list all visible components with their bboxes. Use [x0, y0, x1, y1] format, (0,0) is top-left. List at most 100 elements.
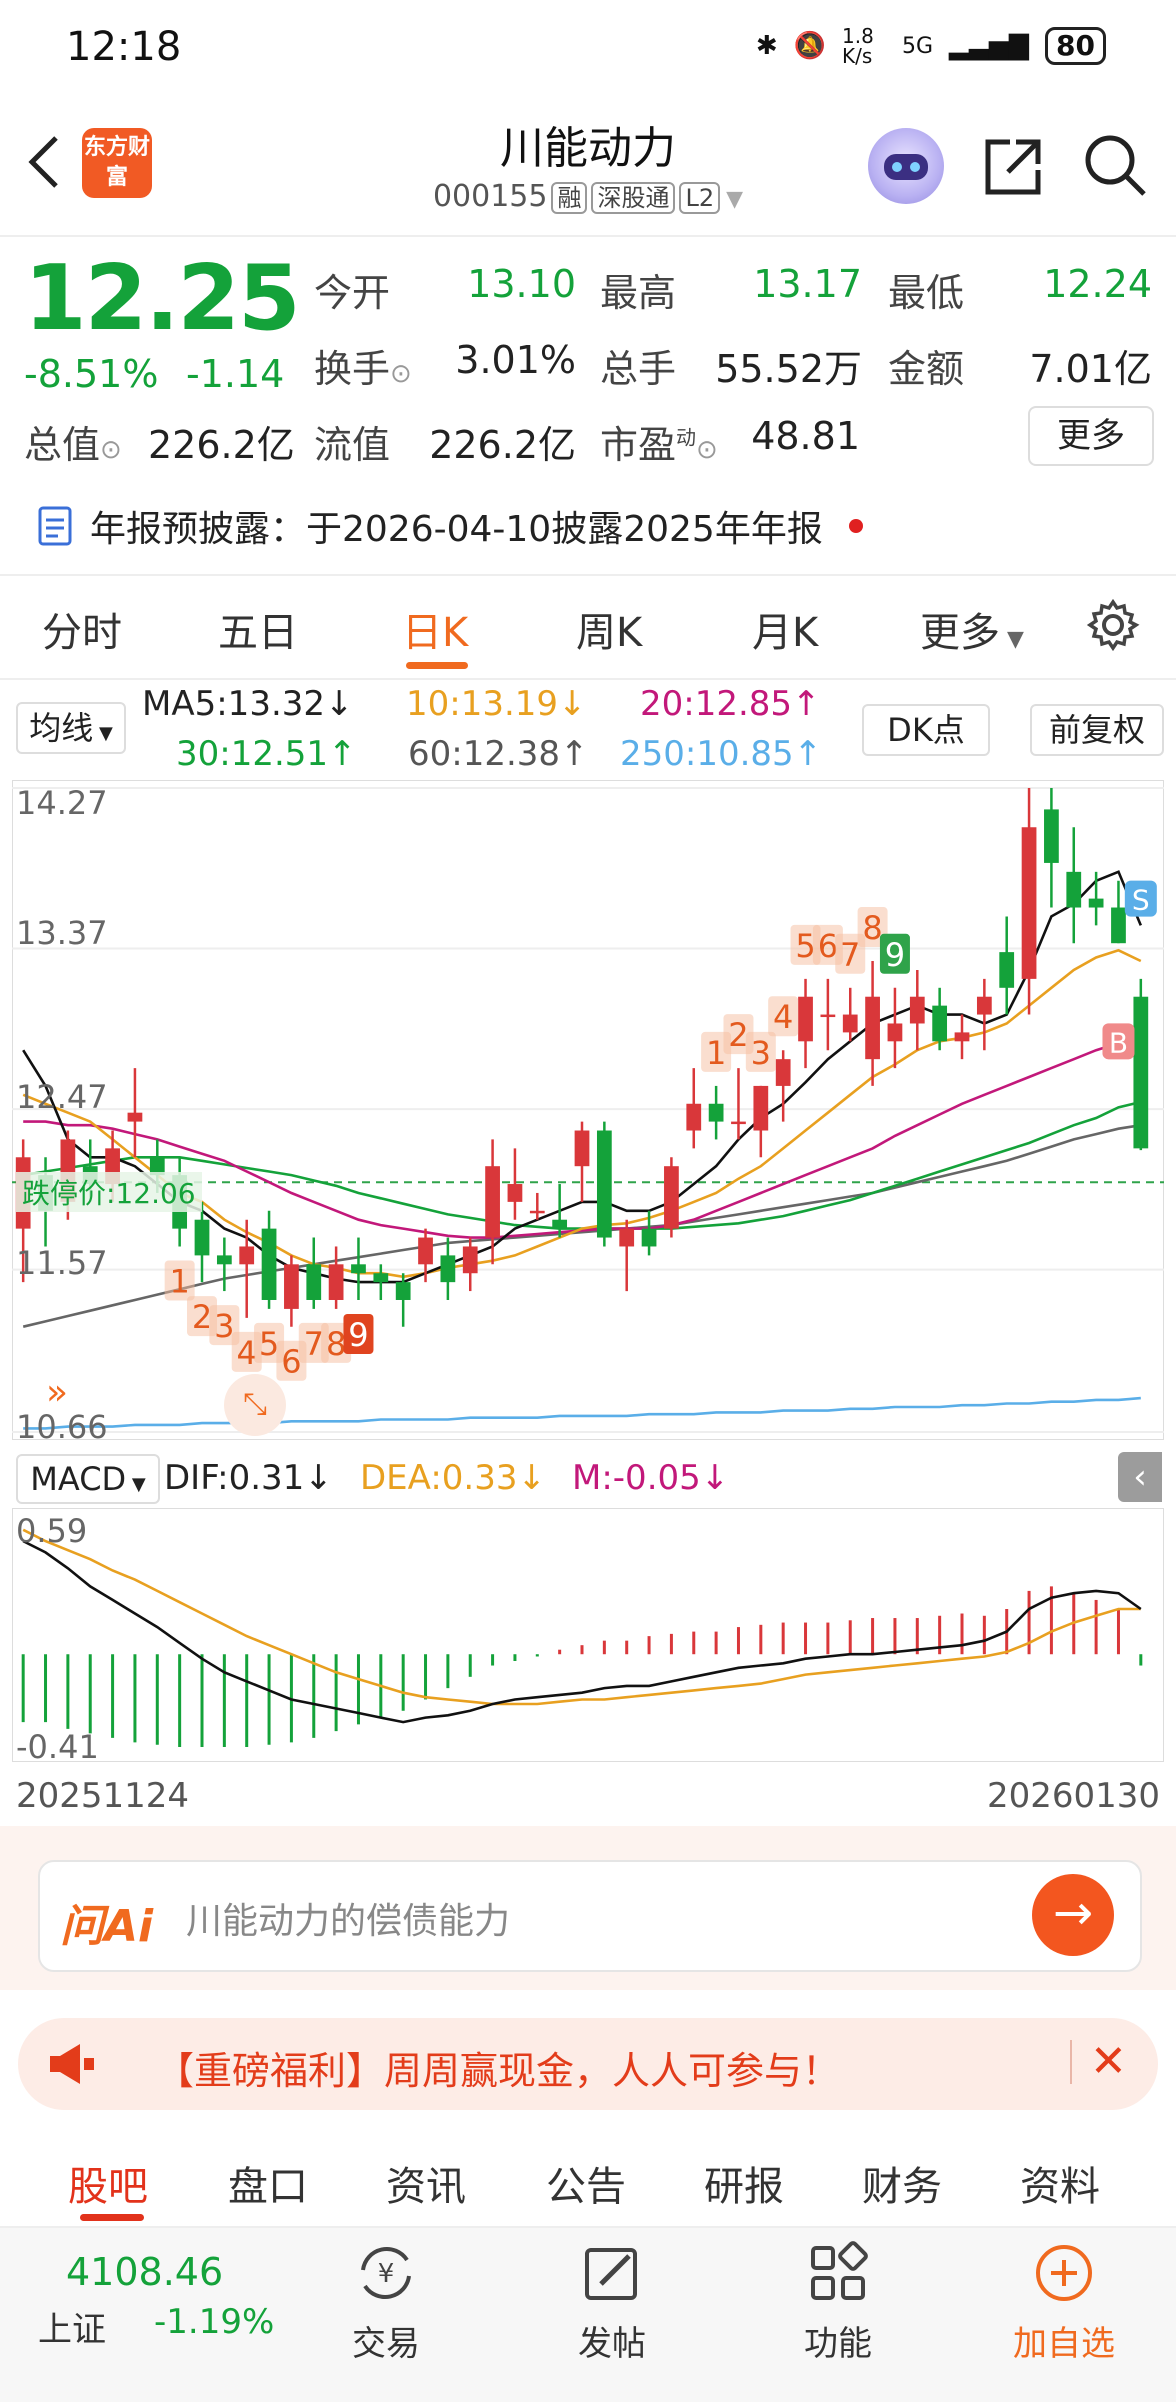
- ai-question-input[interactable]: [38, 1860, 1142, 1972]
- subtab-finance[interactable]: 财务: [862, 2164, 942, 2210]
- network-label: 5G: [902, 33, 934, 59]
- battery-indicator: 80: [1045, 27, 1106, 65]
- active-tab-indicator: [406, 662, 468, 669]
- candle-body: [909, 996, 925, 1024]
- tag-margin: 融: [551, 182, 588, 214]
- open-value: 13.10: [467, 262, 576, 306]
- ma10-value: 10:13.19↓: [406, 684, 587, 724]
- ma30-value: 30:12.51↑: [176, 734, 357, 774]
- tab-daily-k[interactable]: 日K: [402, 610, 469, 656]
- td-marker-bg: [768, 996, 799, 1037]
- index-change[interactable]: -1.19%: [154, 2302, 275, 2342]
- macd-select[interactable]: MACD ▼: [16, 1454, 160, 1504]
- nav-trade[interactable]: ¥ 交易: [316, 2240, 456, 2365]
- candle-body: [194, 1219, 210, 1256]
- expand-arrows-icon[interactable]: »: [46, 1372, 69, 1413]
- m-value: M:-0.05↓: [572, 1458, 730, 1498]
- td-marker: 5: [259, 1325, 279, 1363]
- candle-body: [328, 1264, 344, 1300]
- td-marker-bg: [343, 1313, 374, 1354]
- nav-post[interactable]: 发帖: [542, 2240, 682, 2365]
- chevron-down-icon[interactable]: ▼: [726, 187, 744, 212]
- nav-functions[interactable]: 功能: [768, 2240, 908, 2365]
- turnover-value: 3.01%: [455, 338, 576, 382]
- back-icon[interactable]: [22, 132, 66, 196]
- promo-banner[interactable]: [18, 2018, 1158, 2110]
- share-icon[interactable]: [980, 134, 1046, 204]
- tag-connect: 深股通: [591, 182, 676, 214]
- candle-body: [261, 1228, 277, 1300]
- change-percent: -8.51%: [24, 352, 159, 396]
- svg-text:¥: ¥: [378, 2259, 395, 2289]
- index-value[interactable]: 4108.46: [66, 2250, 224, 2294]
- ai-assistant-avatar[interactable]: [868, 128, 944, 204]
- tab-weekly-k[interactable]: 周K: [576, 610, 643, 656]
- candle-body: [641, 1228, 657, 1247]
- td-marker-bg: [879, 933, 910, 974]
- subtab-forum[interactable]: 股吧: [68, 2164, 148, 2210]
- tab-monthly-k[interactable]: 月K: [752, 610, 819, 656]
- candle-body: [216, 1255, 232, 1265]
- candle-body: [596, 1130, 612, 1238]
- pe-superscript: 动: [676, 425, 697, 450]
- candle-body: [820, 1014, 836, 1018]
- td-marker-bg: [164, 1260, 195, 1301]
- candle-body: [887, 1023, 903, 1042]
- current-price: 12.25: [24, 246, 301, 351]
- ma250-line: [23, 1396, 1141, 1430]
- info-icon[interactable]: ⊙: [390, 359, 412, 389]
- tab-five-day[interactable]: 五日: [218, 610, 298, 656]
- low-value: 12.24: [1043, 262, 1152, 306]
- dk-point-button[interactable]: DK点: [862, 704, 990, 756]
- promo-text[interactable]: 【重磅福利】周周赢现金，人人可参与！: [156, 2049, 841, 2093]
- candle-body: [418, 1237, 433, 1265]
- td-marker: 9: [348, 1316, 368, 1354]
- subtab-news[interactable]: 资讯: [386, 2164, 466, 2210]
- candle-body: [686, 1103, 702, 1131]
- candle-body: [1133, 996, 1149, 1149]
- unread-dot: [848, 519, 863, 533]
- trade-marker-bg: [1102, 1023, 1135, 1060]
- adjust-button[interactable]: 前复权: [1030, 704, 1164, 756]
- subtab-announcements[interactable]: 公告: [546, 2164, 626, 2210]
- arrow-right-icon[interactable]: →: [1032, 1874, 1114, 1956]
- info-icon[interactable]: ⊙: [100, 435, 122, 465]
- candle-body: [574, 1130, 590, 1167]
- low-label: 最低: [888, 271, 965, 315]
- collapse-panel-icon[interactable]: ‹: [1118, 1452, 1162, 1502]
- ma-select[interactable]: 均线 ▼: [16, 702, 126, 754]
- index-name[interactable]: 上证: [38, 2310, 106, 2350]
- bluetooth-icon: ✱: [755, 31, 778, 61]
- candle-body: [462, 1246, 478, 1274]
- gear-icon[interactable]: [1086, 598, 1140, 656]
- td-marker: 4: [773, 998, 793, 1036]
- subtab-research[interactable]: 研报: [704, 2164, 784, 2210]
- candle-body: [865, 996, 880, 1060]
- ma5-line: [22, 870, 1143, 1284]
- search-icon[interactable]: [1082, 132, 1148, 202]
- more-button[interactable]: 更多: [1028, 406, 1154, 466]
- subtab-orderbook[interactable]: 盘口: [228, 2164, 308, 2210]
- high-label: 最高: [600, 271, 677, 315]
- notice-bar[interactable]: 年报预披露：于2026-04-10披露2025年年报: [36, 500, 863, 552]
- float-cap-value: 226.2亿: [429, 423, 576, 467]
- close-icon[interactable]: ✕: [1070, 2040, 1127, 2084]
- td-marker: 7: [304, 1325, 324, 1363]
- ai-input-placeholder[interactable]: 川能动力的偿债能力: [186, 1901, 511, 1942]
- tab-intraday[interactable]: 分时: [42, 610, 122, 656]
- market-cap-value: 226.2亿: [148, 423, 295, 467]
- subtab-profile[interactable]: 资料: [1020, 2164, 1100, 2210]
- ma250-value: 250:10.85↑: [620, 734, 823, 774]
- stock-name: 川能动力: [500, 123, 676, 174]
- fullscreen-icon[interactable]: ⤡: [224, 1374, 286, 1436]
- dif-line: [22, 1539, 1142, 1724]
- nav-add-watchlist[interactable]: 加自选: [994, 2240, 1134, 2365]
- info-icon[interactable]: ⊙: [696, 435, 718, 465]
- candle-body: [775, 1059, 791, 1086]
- tab-more[interactable]: 更多 ▼: [920, 610, 1024, 656]
- date-start: 20251124: [16, 1776, 190, 1816]
- macd-y-label: -0.41: [16, 1728, 99, 1766]
- float-cap-label: 流值: [314, 423, 391, 467]
- y-axis-label: 10.66: [16, 1408, 108, 1446]
